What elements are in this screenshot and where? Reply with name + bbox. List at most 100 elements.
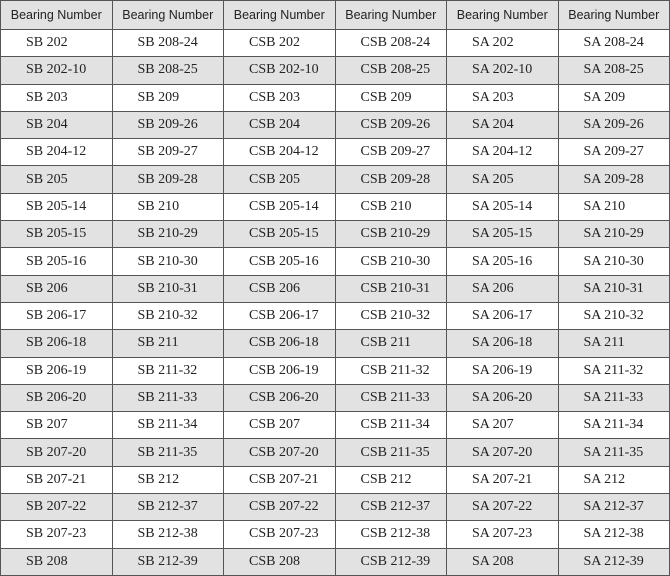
bearing-cell: CSB 202-10 bbox=[223, 56, 336, 85]
bearing-cell: SA 210-32 bbox=[557, 301, 670, 331]
bearing-cell: SB 205-16 bbox=[0, 247, 113, 276]
bearing-cell: SB 206-20 bbox=[0, 383, 113, 413]
bearing-cell: SA 202-10 bbox=[446, 56, 559, 85]
bearing-cell: CSB 206-18 bbox=[223, 329, 336, 358]
bearing-cell: SB 211-35 bbox=[111, 438, 224, 467]
bearing-cell: SB 212 bbox=[111, 465, 224, 495]
bearing-cell: CSB 212 bbox=[334, 465, 447, 495]
bearing-cell: SB 211 bbox=[111, 329, 224, 358]
table-row: SB 206 SB 210-31 CSB 206 CSB 210-31 SA 206 SA… bbox=[0, 274, 670, 303]
bearing-cell: CSB 203 bbox=[223, 83, 336, 112]
bearing-cell: CSB 207-21 bbox=[223, 465, 336, 495]
table-row: SB 207 SB 211-34 CSB 207 CSB 211-34 SA 207 SA… bbox=[0, 411, 670, 440]
table-row: SB 206-20 SB 211-33 CSB 206-20 CSB 211-33 SA… bbox=[0, 383, 670, 413]
bearing-cell: SA 212-37 bbox=[557, 493, 670, 522]
bearing-cell: SB 207-20 bbox=[0, 438, 113, 467]
bearing-cell: CSB 208 bbox=[223, 547, 336, 576]
bearing-cell: SA 204-12 bbox=[446, 138, 559, 167]
bearing-cell: SA 206-18 bbox=[446, 329, 559, 358]
bearing-cell: CSB 208-25 bbox=[334, 56, 447, 85]
bearing-cell: CSB 206 bbox=[223, 274, 336, 303]
bearing-cell: SB 205-15 bbox=[0, 220, 113, 249]
bearing-cell: SA 211-34 bbox=[557, 411, 670, 440]
bearing-cell: CSB 209-26 bbox=[334, 110, 447, 140]
table-row: SB 202 SB 208-24 CSB 202 CSB 208-24 SA 202 SA… bbox=[0, 28, 670, 58]
bearing-cell: SB 212-38 bbox=[111, 520, 224, 549]
bearing-cell: SA 211-33 bbox=[557, 383, 670, 413]
bearing-cell: CSB 212-37 bbox=[334, 493, 447, 522]
bearing-cell: SA 205 bbox=[446, 165, 559, 194]
bearing-cell: SA 206-20 bbox=[446, 383, 559, 413]
bearing-cell: CSB 207-23 bbox=[223, 520, 336, 549]
header-row: Bearing Number Bearing Number Bearing Numb… bbox=[0, 0, 670, 30]
column-header: Bearing Number bbox=[223, 0, 336, 30]
table-row: SB 203 SB 209 CSB 203 CSB 209 SA 203 SA 209 bbox=[0, 83, 670, 112]
bearing-cell: CSB 210-32 bbox=[334, 301, 447, 331]
bearing-cell: CSB 209-28 bbox=[334, 165, 447, 194]
table-row: SB 206-18 SB 211 CSB 206-18 CSB 211 SA 206-1… bbox=[0, 329, 670, 358]
table-row: SB 204-12 SB 209-27 CSB 204-12 CSB 209-27 SA… bbox=[0, 138, 670, 167]
bearing-cell: SB 208-25 bbox=[111, 56, 224, 85]
bearing-cell: SA 210-30 bbox=[557, 247, 670, 276]
table-body: SB 202 SB 208-24 CSB 202 CSB 208-24 SA 202 SA… bbox=[0, 28, 670, 576]
bearing-cell: SA 209 bbox=[557, 83, 670, 112]
bearing-cell: SB 208-24 bbox=[111, 28, 224, 58]
bearing-cell: CSB 211-35 bbox=[334, 438, 447, 467]
bearing-cell: SA 207-23 bbox=[446, 520, 559, 549]
bearing-cell: CSB 211-34 bbox=[334, 411, 447, 440]
table-row: SB 207-20 SB 211-35 CSB 207-20 CSB 211-35 SA… bbox=[0, 438, 670, 467]
bearing-cell: SA 210 bbox=[557, 192, 670, 222]
bearing-cell: SA 209-28 bbox=[557, 165, 670, 194]
bearing-cell: SA 208 bbox=[446, 547, 559, 576]
bearing-cell: CSB 204-12 bbox=[223, 138, 336, 167]
bearing-cell: SB 211-33 bbox=[111, 383, 224, 413]
bearing-cell: SB 205-14 bbox=[0, 192, 113, 222]
bearing-cell: SB 209-27 bbox=[111, 138, 224, 167]
table-row: SB 208 SB 212-39 CSB 208 CSB 212-39 SA 208 SA… bbox=[0, 547, 670, 576]
bearing-cell: SB 211-32 bbox=[111, 356, 224, 385]
bearing-cell: SB 204-12 bbox=[0, 138, 113, 167]
bearing-cell: SA 206-19 bbox=[446, 356, 559, 385]
bearing-cell: SB 207-21 bbox=[0, 465, 113, 495]
bearing-cell: SA 204 bbox=[446, 110, 559, 140]
bearing-cell: SA 210-29 bbox=[557, 220, 670, 249]
bearing-cell: CSB 210-30 bbox=[334, 247, 447, 276]
bearing-cell: CSB 204 bbox=[223, 110, 336, 140]
bearing-cell: SB 207-22 bbox=[0, 493, 113, 522]
bearing-cell: SA 211-35 bbox=[557, 438, 670, 467]
bearing-cell: CSB 205-14 bbox=[223, 192, 336, 222]
bearing-cell: CSB 211-32 bbox=[334, 356, 447, 385]
table-row: SB 207-22 SB 212-37 CSB 207-22 CSB 212-37 SA… bbox=[0, 493, 670, 522]
table-row: SB 205 SB 209-28 CSB 205 CSB 209-28 SA 205 SA… bbox=[0, 165, 670, 194]
bearing-cell: SA 208-25 bbox=[557, 56, 670, 85]
bearing-cell: SA 209-27 bbox=[557, 138, 670, 167]
bearing-cell: CSB 211 bbox=[334, 329, 447, 358]
bearing-cell: SA 207 bbox=[446, 411, 559, 440]
bearing-cell: SA 211-32 bbox=[557, 356, 670, 385]
bearing-cell: CSB 207 bbox=[223, 411, 336, 440]
bearing-cell: SA 205-14 bbox=[446, 192, 559, 222]
bearing-cell: SA 207-22 bbox=[446, 493, 559, 522]
bearing-cell: SB 212-37 bbox=[111, 493, 224, 522]
bearing-cell: SA 202 bbox=[446, 28, 559, 58]
bearing-cell: SA 210-31 bbox=[557, 274, 670, 303]
bearing-cell: SB 212-39 bbox=[111, 547, 224, 576]
bearing-cell: SB 202 bbox=[0, 28, 113, 58]
bearing-cell: SB 206-17 bbox=[0, 301, 113, 331]
table-row: SB 205-14 SB 210 CSB 205-14 CSB 210 SA 205-1… bbox=[0, 192, 670, 222]
table-row: SB 204 SB 209-26 CSB 204 CSB 209-26 SA 204 SA… bbox=[0, 110, 670, 140]
bearing-cell: SB 206-18 bbox=[0, 329, 113, 358]
bearing-cell: SA 211 bbox=[557, 329, 670, 358]
bearing-cell: SA 206-17 bbox=[446, 301, 559, 331]
table-row: SB 205-16 SB 210-30 CSB 205-16 CSB 210-30 SA… bbox=[0, 247, 670, 276]
bearing-cell: SA 207-21 bbox=[446, 465, 559, 495]
bearing-cell: CSB 205-16 bbox=[223, 247, 336, 276]
table-row: SB 207-21 SB 212 CSB 207-21 CSB 212 SA 207-2… bbox=[0, 465, 670, 495]
column-header: Bearing Number bbox=[446, 0, 559, 30]
bearing-cell: CSB 209 bbox=[334, 83, 447, 112]
bearing-cell: SA 212-38 bbox=[557, 520, 670, 549]
bearing-cell: SB 208 bbox=[0, 547, 113, 576]
bearing-cell: SA 205-15 bbox=[446, 220, 559, 249]
bearing-cell: CSB 206-20 bbox=[223, 383, 336, 413]
